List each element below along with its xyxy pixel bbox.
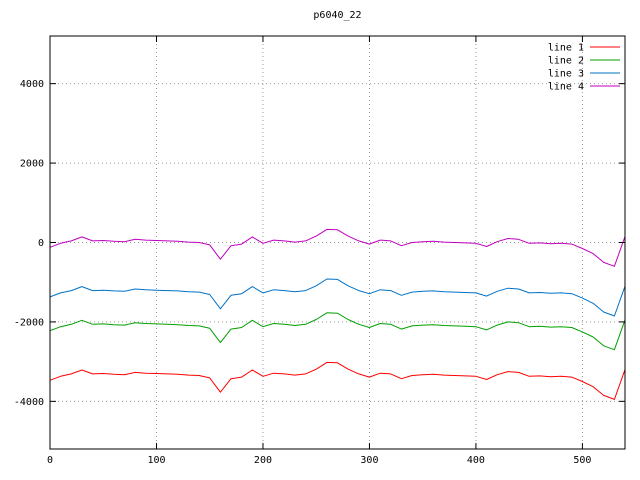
y-tick-label: -2000	[14, 317, 44, 328]
legend-label: line 4	[548, 82, 584, 93]
legend-item: line 4	[548, 82, 620, 93]
x-tick-label: 300	[360, 455, 378, 466]
axis-ticks: 0 100 200 300 400 500 -4000 -2000 0 2000 4000	[14, 36, 625, 466]
y-tick-label: 4000	[20, 79, 44, 90]
series-lines	[49, 228, 626, 400]
legend-label: line 3	[548, 69, 584, 80]
y-tick-label: 0	[38, 238, 44, 249]
x-tick-label: 0	[47, 455, 53, 466]
legend-label: line 2	[548, 56, 584, 67]
chart-title: p6040_22	[313, 10, 361, 21]
series-line-line-3	[49, 278, 626, 317]
legend-item: line 2	[548, 56, 620, 67]
x-tick-label: 500	[573, 455, 591, 466]
legend-item: line 1	[548, 43, 620, 54]
y-tick-label: 2000	[20, 159, 44, 170]
legend-item: line 3	[548, 69, 620, 80]
series-line-line-4	[49, 228, 626, 267]
legend-label: line 1	[548, 43, 584, 54]
series-line-line-2	[49, 312, 626, 351]
legend: line 1 line 2 line 3 line 4	[548, 43, 620, 93]
y-tick-label: -4000	[14, 397, 44, 408]
series-line-line-1	[49, 361, 626, 400]
x-tick-label: 100	[147, 455, 165, 466]
x-tick-label: 400	[467, 455, 485, 466]
x-tick-label: 200	[254, 455, 272, 466]
